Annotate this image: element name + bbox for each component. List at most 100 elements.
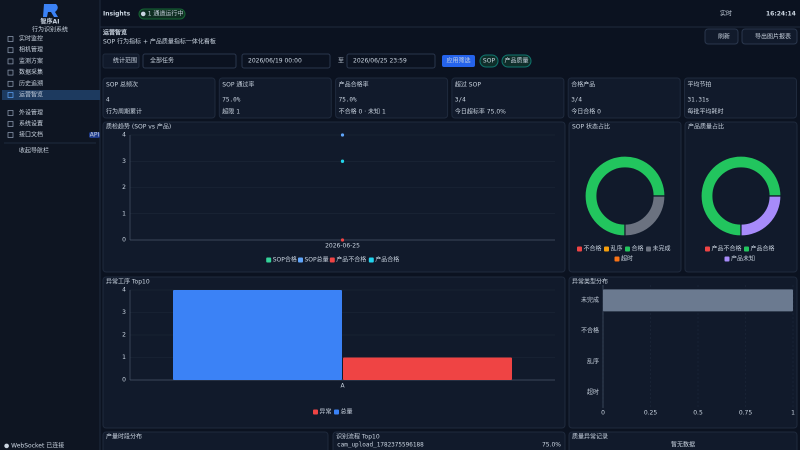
legend-label: 不合格 bbox=[584, 245, 602, 253]
kpi-card bbox=[567, 77, 681, 119]
filter-label: 统计范围 bbox=[113, 57, 137, 65]
kpi-card bbox=[218, 77, 332, 119]
tagline: 行为识别系统 bbox=[32, 26, 68, 34]
kpi-note: 超限 1 bbox=[222, 108, 240, 116]
channel-badge bbox=[138, 8, 186, 20]
kpi-value: 75.0% bbox=[222, 97, 240, 104]
menu-icon bbox=[7, 92, 14, 98]
kpi-note: 不合格 0 · 未知 1 bbox=[339, 108, 386, 116]
legend-label: 异常 bbox=[320, 408, 332, 416]
legend-swatch bbox=[298, 257, 303, 263]
menu-icon bbox=[7, 110, 14, 116]
menu-item: 系统设置 bbox=[19, 120, 43, 128]
bar bbox=[603, 289, 793, 312]
start-date-text: 2026/06/19 00:00 bbox=[248, 58, 302, 65]
export-button[interactable] bbox=[741, 28, 798, 45]
ws-status: ● WebSocket 已连接 bbox=[4, 442, 64, 450]
menu-icon bbox=[7, 58, 14, 65]
kpi-title: 产品合格率 bbox=[339, 81, 369, 89]
x-tick-label: 0 bbox=[601, 410, 605, 417]
clock: 16:24:14 bbox=[766, 11, 796, 18]
menu-item: 接口文档 bbox=[19, 131, 43, 139]
api-badge bbox=[89, 132, 100, 138]
panel bbox=[332, 431, 566, 450]
chart-title: 产品质量占比 bbox=[688, 123, 724, 131]
filter-tag[interactable] bbox=[479, 54, 499, 68]
legend-swatch bbox=[604, 246, 609, 252]
x-tick-label: 1 bbox=[791, 410, 795, 417]
y-tick-label: 3 bbox=[122, 158, 126, 165]
flow-rate: 75.0% bbox=[542, 442, 561, 449]
legend-label: 乱序 bbox=[611, 245, 623, 253]
y-tick-label: 3 bbox=[122, 309, 126, 316]
legend-swatch bbox=[724, 256, 730, 262]
kpi-card bbox=[684, 77, 797, 119]
filter-label-box bbox=[102, 53, 140, 69]
kpi-title: SOP 总频次 bbox=[106, 81, 138, 89]
legend-swatch bbox=[577, 246, 582, 252]
kpi-value: 3/4 bbox=[571, 97, 582, 104]
pie-slice bbox=[740, 195, 782, 237]
y-tick-label: 2 bbox=[122, 184, 126, 191]
chart-title: SOP 状态占比 bbox=[572, 123, 610, 131]
panel-title: 识别流程 Top10 bbox=[336, 433, 380, 441]
collapse: 收起导航栏 bbox=[19, 147, 49, 155]
kpi-title: 平均节拍 bbox=[688, 81, 712, 89]
legend-swatch bbox=[614, 256, 620, 262]
filter-tag-text: 产品质量 bbox=[504, 57, 528, 65]
refresh-button[interactable] bbox=[704, 28, 739, 45]
empty-note: 暂无数据 bbox=[671, 441, 695, 449]
kpi-value: 31.31s bbox=[688, 97, 710, 104]
y-tick-label: 2 bbox=[122, 332, 126, 339]
legend-swatch bbox=[705, 246, 710, 252]
kpi-card bbox=[451, 77, 565, 119]
line-point bbox=[340, 133, 345, 137]
kpi-value: 75.0% bbox=[339, 97, 357, 104]
panel-title: 质量异常记录 bbox=[572, 433, 608, 441]
y-tick-label: 未完成 bbox=[581, 296, 599, 304]
panel bbox=[684, 121, 798, 273]
menu-item: 外设管理 bbox=[19, 109, 43, 117]
legend-label: 合格 bbox=[632, 245, 644, 253]
panel bbox=[568, 431, 798, 450]
live: 实时 bbox=[720, 10, 732, 18]
task-select[interactable] bbox=[142, 53, 237, 69]
panel bbox=[102, 121, 566, 273]
menu-icon bbox=[7, 69, 14, 76]
legend-label: 总量 bbox=[341, 408, 353, 416]
channel-text: ● 1 通道运行中 bbox=[141, 10, 184, 18]
end-date[interactable] bbox=[346, 53, 436, 69]
y-tick-label: 乱序 bbox=[587, 357, 599, 365]
menu-icon bbox=[7, 132, 14, 138]
kpi-note: 行为周期累计 bbox=[106, 108, 142, 116]
menu-icon bbox=[7, 121, 14, 127]
section-subtitle: SOP 行为指标 + 产品质量指标一体化看板 bbox=[103, 38, 216, 46]
kpi-title: 超过 SOP bbox=[455, 81, 481, 89]
menu-item: 监测方案 bbox=[19, 57, 43, 65]
x-tick-label: 0.75 bbox=[739, 410, 753, 417]
apply-button[interactable] bbox=[442, 55, 475, 67]
y-tick-label: 超时 bbox=[587, 388, 599, 396]
legend-label: 产品合格 bbox=[375, 256, 399, 264]
x-tick-label: 0.5 bbox=[693, 410, 703, 417]
start-date[interactable] bbox=[241, 53, 331, 69]
export-label: 导出图片报表 bbox=[755, 33, 791, 41]
filter-tag[interactable] bbox=[501, 54, 532, 68]
chart-title: 异常类型分布 bbox=[572, 278, 608, 286]
panel bbox=[568, 276, 798, 429]
y-tick-label: 4 bbox=[122, 287, 126, 294]
y-tick-label: 0 bbox=[122, 237, 126, 244]
y-tick-label: 不合格 bbox=[581, 327, 599, 335]
legend-swatch bbox=[334, 409, 339, 415]
kpi-card bbox=[102, 77, 216, 119]
pie-slice bbox=[624, 195, 666, 237]
legend-swatch bbox=[744, 246, 749, 252]
line-point bbox=[340, 159, 345, 163]
menu-item: 实时监控 bbox=[19, 35, 43, 43]
x-tick-label: 2026-06-25 bbox=[325, 243, 360, 250]
legend-swatch bbox=[329, 257, 335, 263]
legend-swatch bbox=[313, 409, 318, 415]
y-tick-label: 0 bbox=[122, 377, 126, 384]
logo bbox=[43, 4, 58, 17]
menu-icon bbox=[7, 36, 14, 42]
